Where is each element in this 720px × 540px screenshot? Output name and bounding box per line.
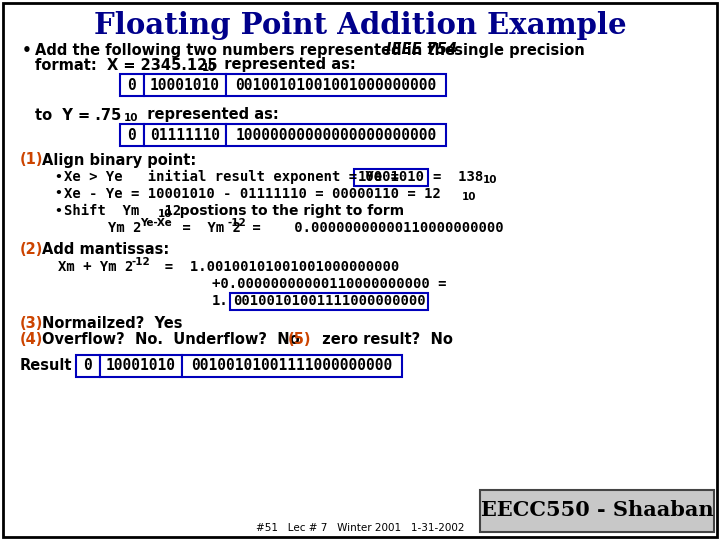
Text: Add the following two numbers represented in the: Add the following two numbers represente… (35, 43, 460, 57)
Bar (120, 74, 144, 96)
Text: Xe - Ye = 10001010 - 01111110 = 00000110 = 12: Xe - Ye = 10001010 - 01111110 = 00000110… (64, 187, 441, 201)
Text: format:  X = 2345.125: format: X = 2345.125 (35, 57, 217, 72)
Text: (3): (3) (20, 315, 43, 330)
Text: Xe > Ye   initial result exponent = Ye =: Xe > Ye initial result exponent = Ye = (64, 170, 408, 184)
Text: 0: 0 (127, 127, 136, 143)
Text: IEEE 754: IEEE 754 (386, 43, 457, 57)
Text: 00100101001001000000000: 00100101001001000000000 (235, 78, 436, 92)
Text: 10: 10 (202, 63, 217, 73)
Text: represented as:: represented as: (137, 107, 279, 123)
Text: zero result?  No: zero result? No (312, 333, 453, 348)
Text: +0.00000000000110000000000 =: +0.00000000000110000000000 = (212, 277, 446, 291)
Text: =  138: = 138 (433, 170, 483, 184)
Bar (226, 124, 446, 146)
Text: Floating Point Addition Example: Floating Point Addition Example (94, 11, 626, 40)
Text: •: • (54, 205, 62, 218)
Text: EECC550 - Shaaban: EECC550 - Shaaban (481, 500, 714, 520)
Bar (76, 355, 100, 377)
Text: 10: 10 (124, 113, 138, 123)
Bar (120, 124, 144, 146)
Bar (230, 293, 428, 309)
Text: 10001010: 10001010 (106, 359, 176, 374)
Text: =  1.00100101001001000000000: = 1.00100101001001000000000 (148, 260, 400, 274)
Bar (144, 74, 226, 96)
Text: 00100101001111000000000: 00100101001111000000000 (233, 294, 426, 308)
Text: Ye-Xe: Ye-Xe (140, 218, 172, 228)
Text: Align binary point:: Align binary point: (42, 152, 197, 167)
Text: 10: 10 (483, 175, 498, 185)
Text: =    0.00000000000110000000000: = 0.00000000000110000000000 (244, 221, 503, 235)
Text: 10001010: 10001010 (358, 170, 425, 184)
Text: 0: 0 (84, 359, 92, 374)
Bar (144, 124, 226, 146)
Bar (354, 168, 428, 186)
Text: •: • (54, 187, 62, 200)
Bar (480, 490, 714, 532)
Text: 0: 0 (127, 78, 136, 92)
Text: Result: Result (20, 357, 73, 373)
Text: (2): (2) (20, 242, 43, 258)
Bar (226, 74, 446, 96)
Text: 1.: 1. (212, 294, 229, 308)
Text: Ym 2: Ym 2 (108, 221, 142, 235)
Text: (4): (4) (20, 333, 43, 348)
Text: Add mantissas:: Add mantissas: (42, 242, 169, 258)
Text: 10000000000000000000000: 10000000000000000000000 (235, 127, 436, 143)
Text: (1): (1) (20, 152, 43, 167)
Text: •: • (22, 43, 32, 57)
Text: single precision: single precision (444, 43, 585, 57)
Text: (5): (5) (288, 333, 312, 348)
Text: -12: -12 (227, 218, 246, 228)
Bar (182, 355, 402, 377)
Text: Normailzed?  Yes: Normailzed? Yes (42, 315, 182, 330)
Text: postions to the right to form: postions to the right to form (170, 204, 404, 218)
Text: Overflow?  No.  Underflow?  No: Overflow? No. Underflow? No (42, 333, 300, 348)
Text: represented as:: represented as: (214, 57, 356, 72)
Text: 00100101001111000000000: 00100101001111000000000 (192, 359, 392, 374)
Text: 10: 10 (462, 192, 477, 202)
Text: to  Y = .75: to Y = .75 (35, 107, 121, 123)
Text: Xm + Ym 2: Xm + Ym 2 (58, 260, 133, 274)
Text: #51   Lec # 7   Winter 2001   1-31-2002: #51 Lec # 7 Winter 2001 1-31-2002 (256, 523, 464, 533)
Text: Shift  Ym   12: Shift Ym 12 (64, 204, 181, 218)
Bar (100, 355, 182, 377)
Text: •: • (54, 171, 62, 184)
Text: 10: 10 (158, 209, 173, 219)
Text: 10001010: 10001010 (150, 78, 220, 92)
Text: =  Ym 2: = Ym 2 (174, 221, 241, 235)
Text: -12: -12 (132, 257, 150, 267)
Text: 01111110: 01111110 (150, 127, 220, 143)
